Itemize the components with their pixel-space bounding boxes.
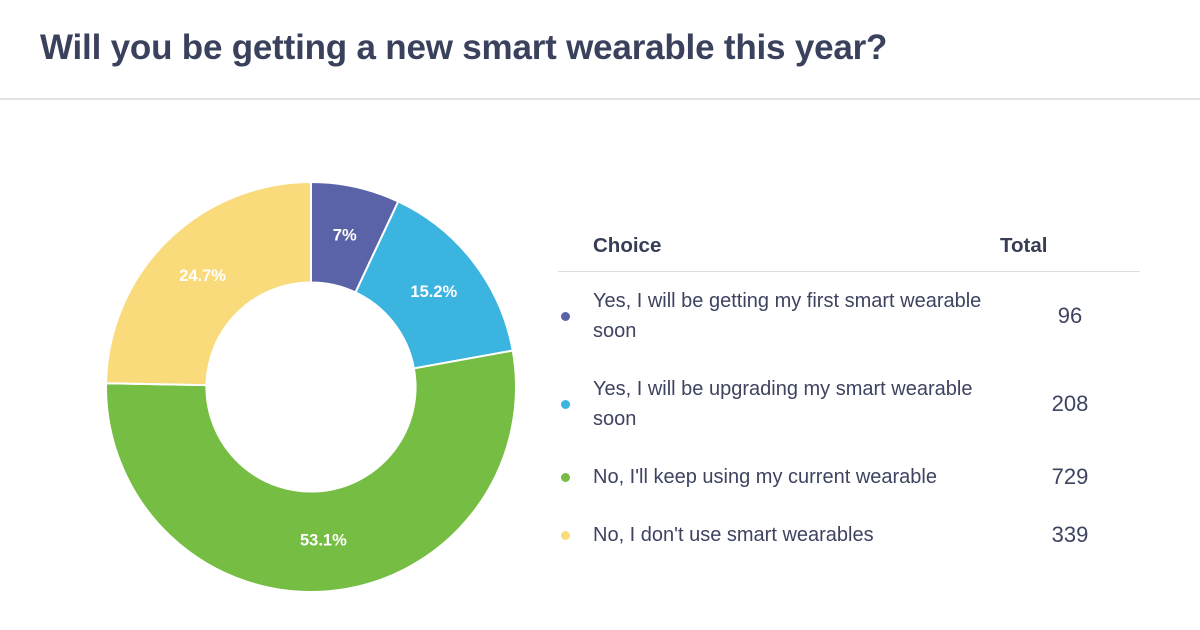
slice-percent-label: 15.2%: [410, 283, 457, 301]
dot-cell: [558, 399, 593, 409]
poll-title: Will you be getting a new smart wearable…: [40, 28, 888, 67]
donut-chart: 7% 15.2% 53.1% 24.7%: [104, 180, 518, 594]
choice-color-dot-icon: [561, 530, 570, 540]
choice-label: Yes, I will be upgrading my smart wearab…: [593, 378, 973, 430]
slice-percent-label: 53.1%: [300, 532, 347, 550]
dot-cell: [558, 472, 593, 482]
results-table: Choice Total Yes, I will be getting my f…: [558, 225, 1140, 564]
dot-cell: [558, 530, 593, 540]
dot-cell: [558, 311, 593, 321]
total-value: 96: [1057, 303, 1083, 328]
donut-slice: [105, 180, 312, 387]
results-table-body: Yes, I will be getting my first smart we…: [558, 272, 1140, 564]
poll-result-row: Yes, I will be getting my first smart we…: [558, 272, 1140, 360]
poll-result-row: No, I don't use smart wearables 339: [558, 506, 1140, 564]
results-table-header: Choice Total: [558, 225, 1140, 261]
donut-slice: [354, 200, 514, 370]
choice-column-header: Choice: [593, 234, 662, 257]
choice-label: Yes, I will be getting my first smart we…: [593, 290, 982, 342]
slice-percent-label: 24.7%: [179, 267, 226, 285]
choice-color-dot-icon: [561, 399, 570, 409]
header-divider: [0, 98, 1200, 100]
total-value: 339: [1051, 522, 1089, 547]
donut-slice: [105, 349, 517, 593]
choice-label: No, I'll keep using my current wearable: [593, 466, 937, 488]
donut-chart-svg: 7% 15.2% 53.1% 24.7%: [105, 180, 517, 593]
total-value: 729: [1051, 464, 1089, 489]
total-value: 208: [1051, 391, 1089, 416]
choice-color-dot-icon: [561, 311, 570, 321]
choice-label: No, I don't use smart wearables: [593, 524, 874, 546]
choice-color-dot-icon: [561, 472, 570, 482]
table-header-rule: [558, 271, 1140, 272]
poll-result-row: No, I'll keep using my current wearable 7…: [558, 448, 1140, 506]
poll-header: Will you be getting a new smart wearable…: [0, 0, 1200, 98]
slice-percent-label: 7%: [333, 226, 357, 244]
total-column-header: Total: [1000, 234, 1048, 257]
poll-result-row: Yes, I will be upgrading my smart wearab…: [558, 360, 1140, 448]
